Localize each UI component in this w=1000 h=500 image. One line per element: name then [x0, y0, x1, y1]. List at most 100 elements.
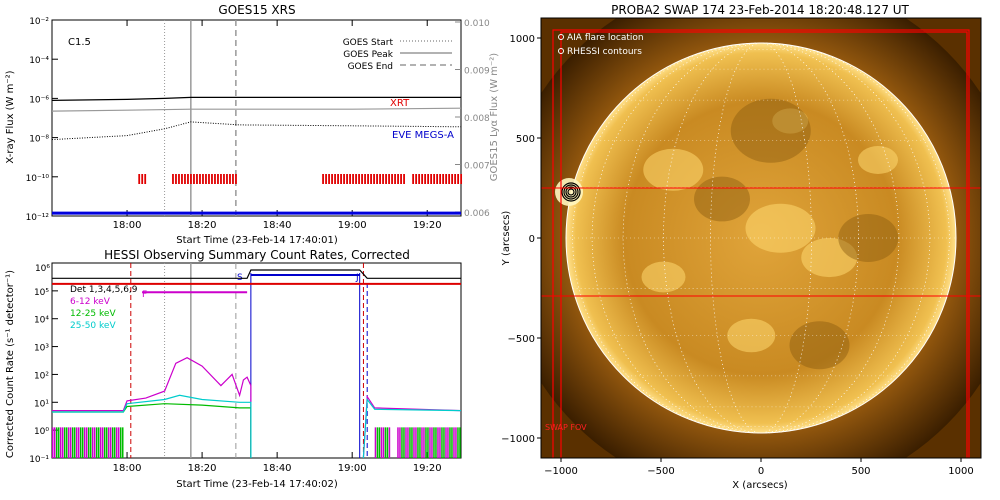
hessi-fill-bar: [58, 427, 60, 458]
swap-y-tick-label: 0: [529, 234, 535, 245]
hessi-fill-bar: [378, 427, 381, 458]
swap-x-tick-label: 1000: [948, 466, 973, 477]
swap-legend-label: RHESSI contours: [567, 47, 642, 57]
hessi-flag-f: F: [142, 290, 147, 300]
hessi-fill-bar: [453, 427, 455, 458]
hessi-y-tick-label: 10³: [34, 344, 49, 354]
goes-y-right-tick-label: 0.010: [464, 19, 490, 29]
goes-y-right-tick-label: 0.009: [464, 67, 490, 77]
hessi-fill-bar: [88, 427, 90, 458]
goes-xrt-coverage-bar: [196, 174, 198, 184]
swap-flare-glow: [555, 178, 583, 206]
hessi-fill-bar: [78, 427, 80, 458]
hessi-legend-label: Det 1,3,4,5,6,9: [70, 285, 138, 295]
hessi-y-tick-label: 10⁴: [34, 316, 49, 326]
hessi-fill-bar: [60, 427, 62, 458]
goes-xrt-coverage-bar: [220, 174, 222, 184]
hessi-fill-bar: [92, 427, 94, 458]
goes-xrt-coverage-bar: [202, 174, 204, 184]
hessi-fill-bar: [403, 427, 405, 458]
swap-x-tick-label: 0: [758, 466, 764, 477]
goes-xrt-coverage-bar: [138, 174, 141, 184]
hessi-x-tick-label: 19:20: [413, 463, 442, 474]
goes-xrt-coverage-bar: [331, 174, 333, 184]
goes-xrt-coverage-bar: [442, 174, 445, 184]
goes-xrt-coverage-bar: [175, 174, 177, 184]
swap-dark-region: [789, 321, 850, 370]
goes-xrt-coverage-bar: [322, 174, 324, 184]
goes-xrt-coverage-bar: [328, 174, 330, 184]
goes-x-tick-label: 19:00: [338, 220, 367, 231]
hessi-fill-bar: [100, 427, 102, 458]
goes-ylabel-right: GOES15 Lyα Flux (W m⁻²): [489, 53, 500, 181]
hessi-ylabel: Corrected Count Rate (s⁻¹ detector⁻¹): [5, 270, 16, 458]
swap-x-tick-label: −500: [647, 466, 674, 477]
goes-xrt-coverage-bar: [223, 174, 225, 184]
hessi-fill-bar: [435, 427, 437, 458]
goes-xrt-coverage-bar: [346, 174, 348, 184]
hessi-fill-bar: [457, 427, 459, 458]
goes-xrt-coverage-bar: [214, 174, 216, 184]
hessi-fill-bar: [429, 427, 431, 458]
hessi-fill-bar: [399, 427, 401, 458]
hessi-fill-bar: [108, 427, 110, 458]
hessi-fill-bar: [118, 427, 120, 458]
goes-xrt-coverage-bar: [205, 174, 207, 184]
hessi-fill-bar: [56, 427, 58, 458]
goes-y-tick-label: 10⁻¹²: [26, 213, 50, 223]
hessi-fill-bar: [419, 427, 421, 458]
hessi-x-tick-label: 18:40: [263, 463, 292, 474]
hessi-fill-bar: [417, 427, 419, 458]
hessi-fill-bar: [441, 427, 443, 458]
hessi-fill-bar: [425, 427, 427, 458]
hessi-fill-bar: [421, 427, 423, 458]
hessi-fill-bar: [409, 427, 411, 458]
goes-xrt-coverage-bar: [388, 174, 390, 184]
hessi-fill-bar: [82, 427, 84, 458]
goes-xrt-coverage-bar: [445, 174, 448, 184]
swap-image-group: [541, 18, 981, 458]
goes-xrt-coverage-bar: [184, 174, 186, 184]
goes-x-tick-label: 18:40: [263, 220, 292, 231]
hessi-fill-bar: [62, 427, 64, 458]
goes-xrt-coverage-bar: [427, 174, 430, 184]
goes-legend-label: GOES Peak: [343, 50, 393, 60]
hessi-xlabel: Start Time (23-Feb-14 17:40:02): [176, 479, 338, 490]
goes-xrt-coverage-bar: [385, 174, 387, 184]
goes-xrt-coverage-bar: [141, 174, 144, 184]
hessi-fill-bar: [447, 427, 449, 458]
hessi-fill-bar: [413, 427, 415, 458]
goes-y-tick-label: 10⁻⁸: [29, 135, 49, 145]
hessi-y-tick-label: 10¹: [34, 399, 49, 409]
goes-xrt-coverage-bar: [433, 174, 436, 184]
goes-x-tick-label: 18:00: [113, 220, 142, 231]
hessi-fill-bar: [431, 427, 433, 458]
hessi-fill-bar: [407, 427, 409, 458]
hessi-fill-bar: [76, 427, 78, 458]
hessi-fill-bar: [104, 427, 106, 458]
swap-image-panel: PROBA2 SWAP 174 23-Feb-2014 18:20:48.127…: [501, 3, 982, 491]
goes-xrs-panel: GOES15 XRS Start Time (23-Feb-14 17:40:0…: [5, 3, 500, 246]
goes-xrt-label: XRT: [390, 98, 410, 109]
hessi-fill-bar: [54, 427, 56, 458]
goes-series-black: [51, 96, 461, 101]
swap-bright-region: [772, 108, 809, 134]
swap-fov-box-inner: [560, 31, 968, 458]
goes-xrt-coverage-bar: [340, 174, 342, 184]
goes-x-tick-label: 18:20: [188, 220, 217, 231]
goes-ylabel: X-ray Flux (W m⁻²): [5, 70, 16, 163]
goes-title: GOES15 XRS: [218, 3, 295, 17]
hessi-fill-bar: [94, 427, 96, 458]
swap-fov-label: SWAP FOV: [545, 423, 587, 432]
swap-y-tick-label: 500: [516, 134, 535, 145]
goes-class-annotation: C1.5: [68, 37, 91, 48]
hessi-x-tick-label: 19:00: [338, 463, 367, 474]
hessi-legend-label: 6-12 keV: [70, 297, 111, 307]
goes-legend-label: GOES Start: [343, 38, 394, 48]
goes-y-right-tick-label: 0.008: [464, 114, 490, 124]
hessi-fill-bar: [433, 427, 435, 458]
hessi-fill-bar: [96, 427, 98, 458]
goes-xrt-coverage-bar: [397, 174, 399, 184]
hessi-fill-bar: [449, 427, 451, 458]
